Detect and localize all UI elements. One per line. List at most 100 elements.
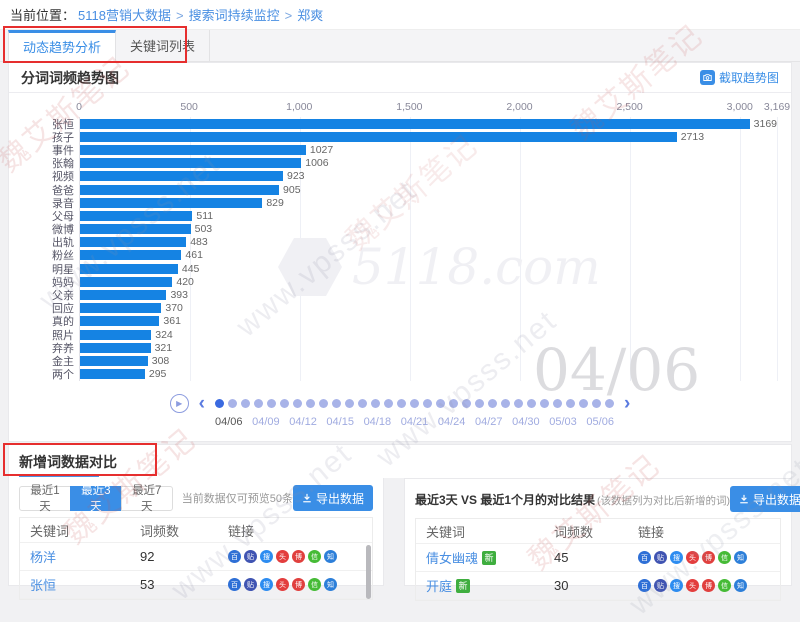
bar[interactable] — [80, 118, 750, 129]
zhihu-icon[interactable]: 知 — [734, 551, 747, 564]
bar[interactable] — [80, 276, 173, 287]
pager-dot-5[interactable] — [280, 398, 289, 408]
bar[interactable] — [80, 158, 302, 169]
pager-dot-24[interactable] — [527, 398, 536, 408]
bar[interactable] — [80, 197, 263, 208]
toutiao-icon[interactable]: 头 — [686, 551, 699, 564]
pager-dot-30[interactable] — [605, 398, 614, 408]
baidu-icon[interactable]: 百 — [228, 578, 241, 591]
pager-date[interactable]: 04/24 — [437, 415, 466, 428]
bar[interactable] — [80, 369, 145, 380]
zhihu-icon[interactable]: 知 — [324, 550, 337, 563]
pager-dot-18[interactable] — [449, 398, 458, 408]
wechat-icon[interactable]: 信 — [718, 551, 731, 564]
pager-dot-3[interactable] — [254, 398, 263, 408]
pager-dot-21[interactable] — [488, 398, 497, 408]
baidu-icon[interactable]: 百 — [638, 551, 651, 564]
pager-dot-26[interactable] — [553, 398, 562, 408]
pager-dot-10[interactable] — [345, 398, 354, 408]
keyword-link[interactable]: 倩女幽魂 — [426, 551, 479, 566]
filter-button[interactable]: 最近7天 — [120, 485, 173, 513]
tab-1[interactable]: 关键词列表 — [116, 30, 211, 61]
filter-button[interactable]: 最近1天 — [19, 485, 71, 513]
pager-dot-29[interactable] — [592, 398, 601, 408]
pager-dot-1[interactable] — [228, 398, 237, 408]
bar[interactable] — [80, 171, 283, 182]
tieba-icon[interactable]: 贴 — [654, 551, 667, 564]
sogou-icon[interactable]: 搜 — [260, 550, 273, 563]
pager-dot-0[interactable] — [215, 398, 224, 408]
pager-dot-14[interactable] — [397, 398, 406, 408]
sogou-icon[interactable]: 搜 — [260, 578, 273, 591]
pager-date[interactable]: 04/30 — [512, 415, 540, 428]
weibo-icon[interactable]: 博 — [292, 550, 305, 563]
pager-dot-4[interactable] — [267, 398, 276, 408]
pager-dot-8[interactable] — [319, 398, 328, 408]
bar[interactable] — [80, 303, 162, 314]
wechat-icon[interactable]: 信 — [308, 550, 321, 563]
pager-dot-23[interactable] — [514, 398, 523, 408]
bar[interactable] — [80, 144, 306, 155]
tab-0[interactable]: 动态趋势分析 — [8, 30, 117, 61]
prev-arrow[interactable]: ‹ — [198, 392, 205, 414]
filter-button[interactable]: 最近3天 — [69, 485, 122, 513]
pager-dot-19[interactable] — [462, 398, 471, 408]
pager-dot-12[interactable] — [371, 398, 380, 408]
pager-date[interactable]: 04/21 — [400, 415, 429, 428]
next-arrow[interactable]: › — [624, 392, 631, 414]
pager-date[interactable]: 05/03 — [549, 415, 577, 428]
capture-chart-button[interactable]: 截取趋势图 — [699, 69, 779, 86]
bar[interactable] — [80, 290, 167, 301]
table-scrollbar[interactable] — [366, 545, 371, 599]
keyword-link[interactable]: 杨洋 — [30, 550, 57, 565]
weibo-icon[interactable]: 博 — [702, 551, 715, 564]
bar[interactable] — [80, 316, 160, 327]
pager-dot-2[interactable] — [241, 398, 250, 408]
bar[interactable] — [80, 263, 178, 274]
baidu-icon[interactable]: 百 — [228, 550, 241, 563]
pager-dot-27[interactable] — [566, 398, 575, 408]
wechat-icon[interactable]: 信 — [308, 578, 321, 591]
export-data-button-right[interactable]: 导出数据 — [730, 486, 800, 512]
bar[interactable] — [80, 184, 280, 195]
pager-dot-16[interactable] — [423, 398, 432, 408]
pager-date[interactable]: 04/06 — [215, 415, 243, 428]
bar[interactable] — [80, 329, 152, 340]
pager-date[interactable]: 05/06 — [586, 415, 614, 428]
pager-date[interactable]: 04/09 — [252, 415, 280, 428]
pager-date[interactable]: 04/27 — [474, 415, 503, 428]
pager-date[interactable]: 04/12 — [289, 415, 317, 428]
pager-dot-22[interactable] — [501, 398, 510, 408]
pager-dot-11[interactable] — [358, 398, 367, 408]
zhihu-icon[interactable]: 知 — [324, 578, 337, 591]
breadcrumb-link-0[interactable]: 5118营销大数据 — [78, 8, 171, 23]
bar[interactable] — [80, 224, 191, 235]
sogou-icon[interactable]: 搜 — [670, 551, 683, 564]
pager-dot-25[interactable] — [540, 398, 549, 408]
bar[interactable] — [80, 131, 677, 142]
pager-dot-13[interactable] — [384, 398, 393, 408]
pager-dot-17[interactable] — [436, 398, 445, 408]
toutiao-icon[interactable]: 头 — [276, 550, 289, 563]
keyword-link[interactable]: 张恒 — [30, 578, 57, 593]
weibo-icon[interactable]: 博 — [292, 578, 305, 591]
bar[interactable] — [80, 342, 151, 353]
breadcrumb-link-1[interactable]: 搜索词持续监控 — [188, 8, 280, 23]
tieba-icon[interactable]: 贴 — [244, 550, 257, 563]
pager-dot-20[interactable] — [475, 398, 484, 408]
pager-dot-28[interactable] — [579, 398, 588, 408]
breadcrumb-link-2[interactable]: 郑爽 — [297, 8, 324, 23]
pager-dot-15[interactable] — [410, 398, 419, 408]
bar[interactable] — [80, 210, 193, 221]
bar[interactable] — [80, 237, 187, 248]
pager-dot-9[interactable] — [332, 398, 341, 408]
pager-date[interactable]: 04/18 — [363, 415, 392, 428]
bar[interactable] — [80, 355, 148, 366]
export-data-button-left[interactable]: 导出数据 — [292, 485, 373, 511]
play-button[interactable]: ▶ — [169, 393, 189, 413]
pager-dot-6[interactable] — [293, 398, 302, 408]
toutiao-icon[interactable]: 头 — [276, 578, 289, 591]
tieba-icon[interactable]: 贴 — [244, 578, 257, 591]
pager-date[interactable]: 04/15 — [326, 415, 354, 428]
bar[interactable] — [80, 250, 182, 261]
